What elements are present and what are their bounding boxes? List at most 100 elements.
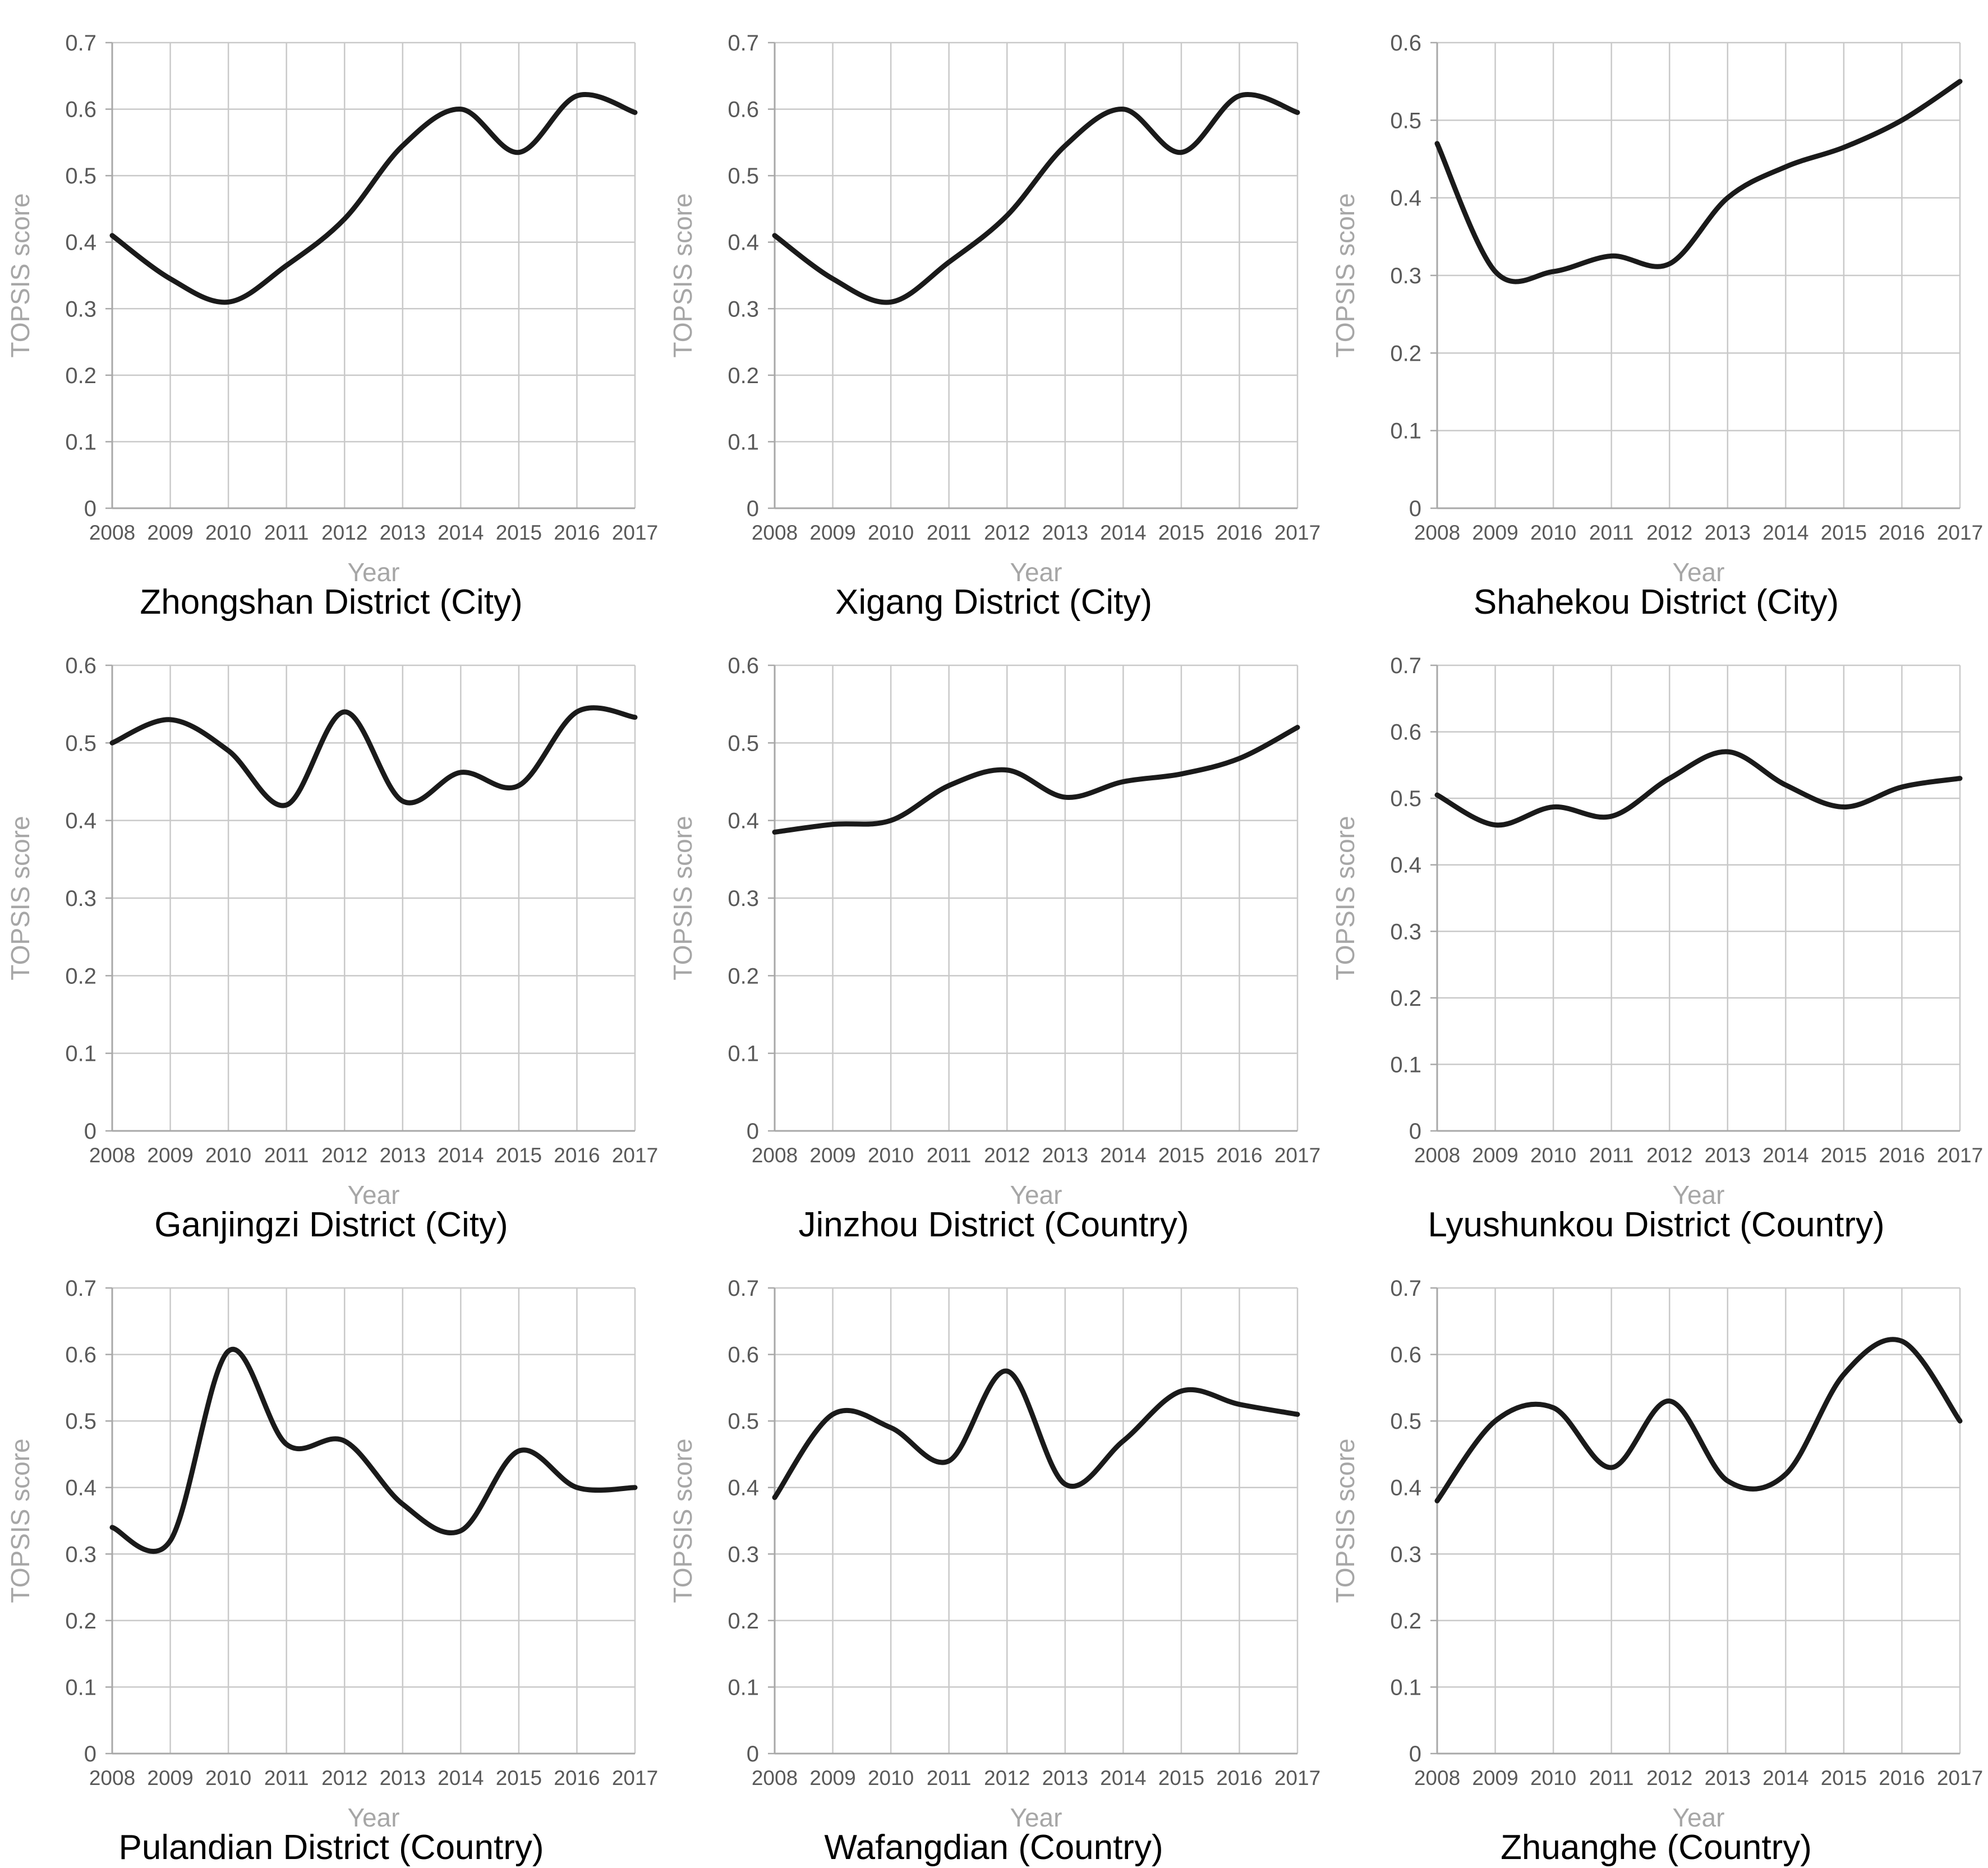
svg-text:0.6: 0.6 — [65, 654, 96, 678]
line-chart-ganjingzi: 0 0.1 0.2 0.3 0.4 0.5 0.6 2008 2009 2010 2011 2012 2… — [6, 654, 658, 1209]
svg-text:2015: 2015 — [496, 1144, 542, 1167]
chart-title: Shahekou District (City) — [1473, 582, 1839, 622]
svg-text:2008: 2008 — [89, 521, 135, 544]
chart-cell-wafangdian: 0 0.1 0.2 0.3 0.4 0.5 0.6 0.7 2008 2009 2010 2011 20… — [662, 1245, 1325, 1868]
svg-text:Year: Year — [348, 558, 400, 587]
svg-text:2017: 2017 — [1274, 1144, 1320, 1167]
svg-text:0.5: 0.5 — [1390, 786, 1421, 811]
chart-title: Ganjingzi District (City) — [154, 1205, 508, 1244]
svg-text:2012: 2012 — [984, 521, 1030, 544]
svg-text:0.2: 0.2 — [1390, 341, 1421, 366]
svg-text:2011: 2011 — [1589, 521, 1634, 544]
svg-text:0.6: 0.6 — [1390, 1343, 1421, 1368]
svg-text:2010: 2010 — [1530, 1144, 1576, 1167]
svg-text:0.3: 0.3 — [728, 886, 759, 911]
svg-text:2008: 2008 — [752, 1144, 798, 1167]
svg-text:0.3: 0.3 — [65, 297, 96, 321]
svg-text:0.5: 0.5 — [1390, 108, 1421, 133]
svg-text:0.7: 0.7 — [728, 1276, 759, 1301]
svg-text:2012: 2012 — [321, 1144, 367, 1167]
svg-text:0.4: 0.4 — [728, 1476, 759, 1501]
svg-text:2014: 2014 — [1762, 521, 1808, 544]
svg-text:2009: 2009 — [809, 521, 855, 544]
svg-text:2017: 2017 — [612, 1766, 658, 1789]
svg-text:0.2: 0.2 — [728, 1609, 759, 1634]
svg-text:0.4: 0.4 — [65, 231, 96, 255]
svg-text:0.3: 0.3 — [1390, 1542, 1421, 1567]
svg-text:2015: 2015 — [1821, 1766, 1867, 1789]
svg-text:0.1: 0.1 — [728, 1042, 759, 1066]
svg-text:0.4: 0.4 — [1390, 853, 1421, 878]
chart-cell-zhuanghe: 0 0.1 0.2 0.3 0.4 0.5 0.6 0.7 2008 2009 2010 2011 20… — [1325, 1245, 1987, 1868]
svg-text:2014: 2014 — [438, 1766, 484, 1789]
svg-text:0.5: 0.5 — [65, 1409, 96, 1434]
svg-text:2014: 2014 — [1100, 521, 1146, 544]
svg-text:2011: 2011 — [927, 521, 972, 544]
svg-text:2014: 2014 — [1100, 1766, 1146, 1789]
svg-text:0.1: 0.1 — [1390, 1675, 1421, 1700]
svg-text:2013: 2013 — [1042, 1766, 1088, 1789]
svg-text:2014: 2014 — [1762, 1144, 1808, 1167]
svg-text:0.4: 0.4 — [65, 1476, 96, 1501]
svg-text:0.2: 0.2 — [65, 364, 96, 388]
svg-text:0.7: 0.7 — [65, 31, 96, 56]
svg-text:2016: 2016 — [1879, 1766, 1925, 1789]
svg-text:0.6: 0.6 — [65, 1343, 96, 1368]
chart-cell-lyushunkou: 0 0.1 0.2 0.3 0.4 0.5 0.6 0.7 2008 2009 2010 2011 20… — [1325, 623, 1987, 1245]
svg-text:0.5: 0.5 — [65, 731, 96, 756]
svg-text:2011: 2011 — [1589, 1144, 1634, 1167]
svg-text:0.3: 0.3 — [1390, 919, 1421, 944]
svg-text:2014: 2014 — [1100, 1144, 1146, 1167]
svg-text:TOPSIS score: TOPSIS score — [668, 193, 697, 357]
svg-text:2010: 2010 — [205, 1144, 251, 1167]
svg-text:2015: 2015 — [496, 521, 542, 544]
svg-text:2016: 2016 — [554, 521, 600, 544]
svg-text:2008: 2008 — [752, 1766, 798, 1789]
svg-text:2016: 2016 — [1216, 521, 1262, 544]
svg-text:0: 0 — [84, 1742, 96, 1766]
svg-text:2016: 2016 — [1879, 521, 1925, 544]
svg-text:2012: 2012 — [984, 1766, 1030, 1789]
line-chart-zhongshan: 0 0.1 0.2 0.3 0.4 0.5 0.6 0.7 2008 2009 2010 2011 20… — [6, 31, 658, 587]
svg-text:TOPSIS score: TOPSIS score — [668, 1438, 697, 1603]
svg-text:0.4: 0.4 — [1390, 186, 1421, 211]
line-chart-pulandian: 0 0.1 0.2 0.3 0.4 0.5 0.6 0.7 2008 2009 2010 2011 20… — [6, 1276, 658, 1832]
svg-text:2009: 2009 — [147, 1766, 193, 1789]
svg-text:Year: Year — [1010, 1180, 1062, 1209]
svg-text:0.7: 0.7 — [65, 1276, 96, 1301]
svg-text:0.1: 0.1 — [65, 1042, 96, 1066]
svg-text:2016: 2016 — [554, 1766, 600, 1789]
svg-text:2011: 2011 — [1589, 1766, 1634, 1789]
chart-title: Lyushunkou District (Country) — [1428, 1205, 1885, 1244]
svg-text:0.2: 0.2 — [1390, 1609, 1421, 1634]
svg-text:2008: 2008 — [89, 1144, 135, 1167]
svg-text:0: 0 — [1409, 496, 1421, 521]
svg-text:0.1: 0.1 — [65, 430, 96, 454]
svg-text:2008: 2008 — [89, 1766, 135, 1789]
svg-text:0.5: 0.5 — [65, 164, 96, 188]
svg-text:2009: 2009 — [147, 1144, 193, 1167]
svg-text:2009: 2009 — [809, 1766, 855, 1789]
svg-text:TOPSIS score: TOPSIS score — [1331, 193, 1360, 357]
svg-text:2010: 2010 — [1530, 521, 1576, 544]
svg-text:0.1: 0.1 — [728, 1675, 759, 1700]
svg-text:0.3: 0.3 — [1390, 264, 1421, 288]
svg-text:0: 0 — [747, 1119, 759, 1144]
svg-text:0.4: 0.4 — [65, 809, 96, 834]
svg-text:2010: 2010 — [1530, 1766, 1576, 1789]
svg-text:0.1: 0.1 — [728, 430, 759, 454]
svg-text:0.3: 0.3 — [728, 1542, 759, 1567]
chart-title: Pulandian District (Country) — [118, 1828, 544, 1867]
svg-text:2015: 2015 — [1821, 521, 1867, 544]
svg-text:2009: 2009 — [809, 1144, 855, 1167]
svg-text:0.1: 0.1 — [1390, 419, 1421, 444]
svg-text:2008: 2008 — [1414, 521, 1460, 544]
svg-text:2016: 2016 — [1216, 1144, 1262, 1167]
svg-text:0.6: 0.6 — [728, 98, 759, 122]
svg-text:Year: Year — [1673, 1803, 1725, 1832]
svg-text:2009: 2009 — [147, 521, 193, 544]
svg-text:2013: 2013 — [380, 1144, 426, 1167]
chart-title: Zhongshan District (City) — [140, 582, 523, 622]
svg-text:0.3: 0.3 — [65, 886, 96, 911]
svg-text:2009: 2009 — [1472, 521, 1518, 544]
